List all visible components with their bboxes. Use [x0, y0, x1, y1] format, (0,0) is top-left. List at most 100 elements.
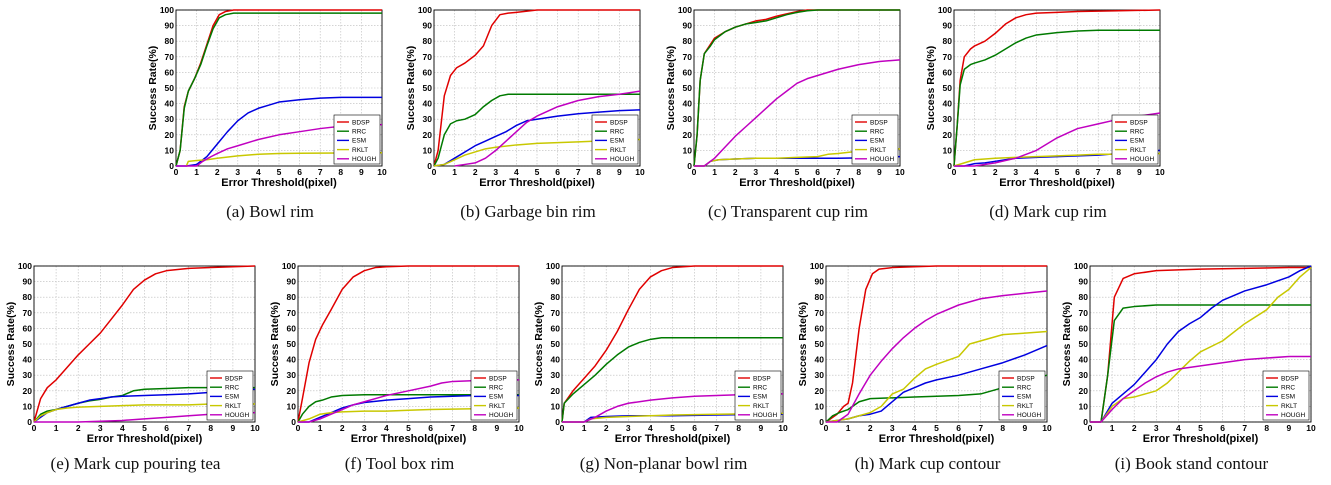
series-line-rrc [1090, 304, 1311, 423]
chart-panel: 0 1 2 3 4 5 6 7 8 9 10 0 10 20 30 40 50 60 70 80 90 100 Error … [269, 260, 527, 485]
y-tick-label: 10 [815, 401, 825, 411]
legend-box [1111, 114, 1159, 165]
y-axis-title: Success Rate(%) [533, 302, 545, 387]
x-tick-label: 5 [1198, 423, 1203, 433]
y-tick-label: 60 [683, 67, 693, 77]
y-tick-label: 30 [815, 370, 825, 380]
y-tick-label: 80 [23, 292, 33, 302]
y-tick-label: 0 [169, 161, 174, 171]
subfigure-caption: (f) Tool box rim [344, 454, 455, 473]
y-tick-label: 90 [551, 277, 561, 287]
x-tick-label: 0 [32, 423, 37, 433]
x-axis-title: Error Threshold(pixel) [221, 177, 337, 189]
x-tick-label: 4 [514, 167, 519, 177]
y-tick-label: 60 [23, 323, 33, 333]
y-tick-label: 10 [551, 401, 561, 411]
x-tick-label: 9 [617, 167, 622, 177]
legend-label: HOUGH [489, 412, 514, 419]
y-tick-label: 100 [546, 261, 560, 271]
legend-box [1262, 370, 1310, 421]
y-tick-label: 0 [1083, 417, 1088, 427]
x-tick-label: 10 [250, 423, 260, 433]
y-tick-label: 70 [423, 52, 433, 62]
x-tick-label: 5 [406, 423, 411, 433]
x-tick-label: 5 [1055, 167, 1060, 177]
x-tick-label: 10 [1306, 423, 1316, 433]
chart-svg: 0 1 2 3 4 5 6 7 8 9 100102030405060708090100Error … [665, 5, 905, 189]
legend-label: BDSP [870, 119, 888, 126]
subfigure-caption: (i) Book stand contour [1114, 454, 1269, 473]
y-tick-label: 40 [23, 355, 33, 365]
y-tick-label: 0 [687, 161, 692, 171]
series-line-hough [1090, 355, 1311, 423]
legend-label: RKLT [489, 403, 505, 410]
x-tick-label: 7 [1242, 423, 1247, 433]
series-line-esm [176, 96, 382, 167]
y-tick-label: 70 [815, 308, 825, 318]
y-tick-label: 20 [815, 386, 825, 396]
series-line-hough [826, 290, 1048, 423]
y-tick-label: 60 [1079, 323, 1089, 333]
x-tick-label: 7 [1096, 167, 1101, 177]
y-tick-label: 10 [683, 145, 693, 155]
chart-svg: 0 1 2 3 4 5 6 7 8 9 100102030405060708090100Error … [797, 261, 1052, 445]
chart-svg: 0 1 2 3 4 5 6 7 8 9 100102030405060708090100Error … [925, 5, 1165, 189]
y-tick-label: 30 [23, 370, 33, 380]
x-tick-label: 3 [362, 423, 367, 433]
x-tick-label: 8 [1116, 167, 1121, 177]
legend-box [591, 114, 639, 165]
legend-label: BDSP [352, 119, 370, 126]
y-axis-title: Success Rate(%) [147, 46, 159, 131]
y-tick-label: 90 [23, 277, 33, 287]
series-line-bdsp [33, 265, 256, 423]
legend-label: HOUGH [753, 412, 778, 419]
y-tick-label: 60 [423, 67, 433, 77]
x-tick-label: 10 [778, 423, 788, 433]
x-tick-label: 7 [836, 167, 841, 177]
y-tick-label: 80 [683, 36, 693, 46]
legend-label: RKLT [1281, 403, 1297, 410]
series-line-bdsp [825, 265, 1047, 423]
legend-label: HOUGH [225, 412, 250, 419]
x-tick-label: 1 [194, 167, 199, 177]
x-tick-label: 2 [473, 167, 478, 177]
x-tick-label: 9 [1023, 423, 1028, 433]
x-tick-label: 10 [377, 167, 387, 177]
x-tick-label: 8 [472, 423, 477, 433]
series-line-rrc [693, 9, 900, 167]
x-tick-label: 9 [495, 423, 500, 433]
x-tick-label: 2 [1132, 423, 1137, 433]
plot-frame [561, 265, 784, 423]
y-tick-label: 30 [1079, 370, 1089, 380]
series-line-esm [433, 109, 641, 167]
series-line-bdsp [561, 265, 783, 423]
x-axis-title: Error Threshold(pixel) [87, 433, 203, 445]
x-tick-label: 8 [596, 167, 601, 177]
y-tick-label: 60 [287, 323, 297, 333]
chart-panel: 0 1 2 3 4 5 6 7 8 9 10 0 10 20 30 40 50 60 70 80 90 100 Error … [5, 260, 263, 485]
legend-label: BDSP [1017, 375, 1035, 382]
y-tick-label: 80 [423, 36, 433, 46]
series-line-hough [298, 379, 520, 423]
y-tick-label: 20 [423, 130, 433, 140]
y-tick-label: 20 [551, 386, 561, 396]
x-axis-title: Error Threshold(pixel) [999, 177, 1115, 189]
x-tick-label: 4 [1034, 167, 1039, 177]
x-tick-label: 1 [582, 423, 587, 433]
series-line-bdsp [433, 9, 640, 167]
y-tick-label: 100 [938, 5, 952, 15]
y-tick-label: 100 [1074, 261, 1088, 271]
chart-svg: 0 1 2 3 4 5 6 7 8 9 100102030405060708090100Error … [533, 261, 788, 445]
series-line-rrc [953, 29, 1160, 167]
y-tick-label: 80 [815, 292, 825, 302]
legend-label: RKLT [753, 403, 769, 410]
y-tick-label: 50 [683, 83, 693, 93]
y-tick-label: 20 [23, 386, 33, 396]
y-axis-title: Success Rate(%) [405, 46, 417, 131]
legend-label: ESM [489, 394, 503, 401]
x-tick-label: 4 [774, 167, 779, 177]
legend-label: ESM [1017, 394, 1031, 401]
x-tick-label: 8 [856, 167, 861, 177]
y-tick-label: 0 [555, 417, 560, 427]
y-axis-title: Success Rate(%) [797, 302, 809, 387]
